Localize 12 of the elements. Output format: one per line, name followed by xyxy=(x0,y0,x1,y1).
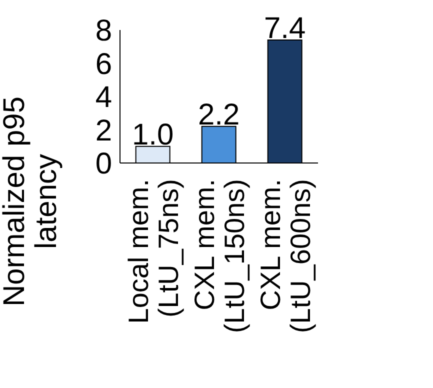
data-label: 7.4 xyxy=(264,12,306,45)
y-tick-label: 2 xyxy=(95,114,112,148)
data-label: 2.2 xyxy=(198,98,240,132)
x-tick-label: Local mem. (LtU_75ns) xyxy=(123,179,184,324)
y-axis-title: Normalized p95 latency xyxy=(0,96,63,307)
y-tick-label: 6 xyxy=(95,48,112,81)
x-tick-label: CXL mem. (LtU_600ns) xyxy=(255,179,316,334)
y-tick-label: 8 xyxy=(95,14,112,48)
y-tick-label: 0 xyxy=(95,148,112,181)
data-label: 1.0 xyxy=(132,118,174,152)
x-tick-label: CXL mem. (LtU_150ns) xyxy=(189,179,250,334)
y-tick-label: 4 xyxy=(95,81,112,114)
